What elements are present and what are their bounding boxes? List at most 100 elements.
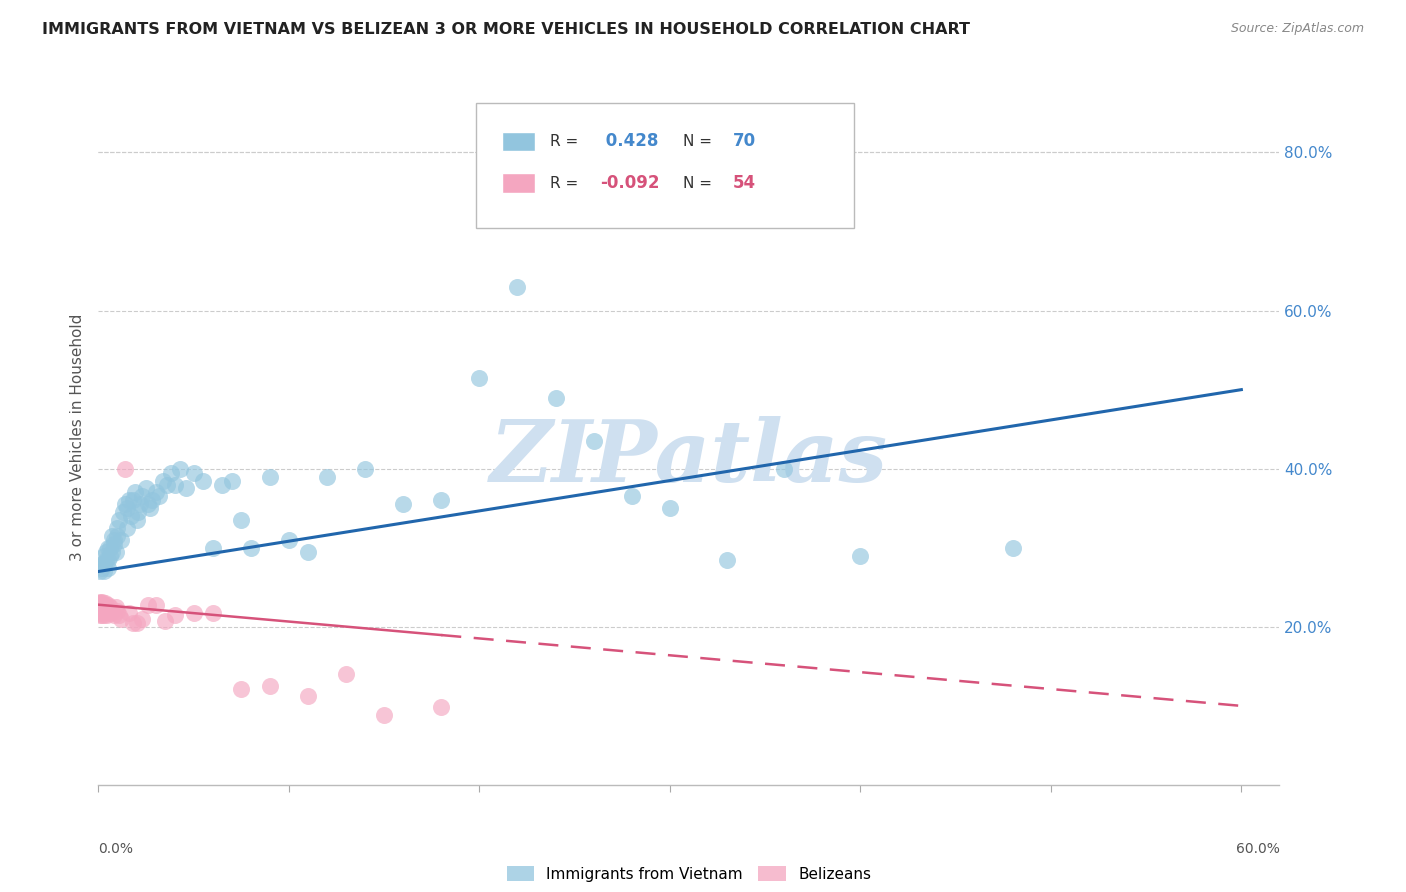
Point	[114, 497, 136, 511]
Point	[89, 594, 111, 608]
Point	[100, 529, 122, 543]
Point	[110, 533, 132, 547]
Point	[506, 280, 529, 294]
Point	[93, 607, 115, 622]
Text: ZIPatlas: ZIPatlas	[489, 417, 889, 500]
Point	[163, 477, 186, 491]
Point	[93, 557, 115, 571]
Point	[231, 681, 253, 696]
Point	[120, 509, 142, 524]
Point	[115, 501, 138, 516]
Point	[124, 485, 146, 500]
Point	[97, 602, 120, 616]
Point	[118, 606, 141, 620]
Point	[89, 602, 111, 616]
Point	[97, 598, 120, 612]
Point	[148, 489, 170, 503]
Point	[89, 606, 111, 620]
Point	[145, 485, 167, 500]
Point	[91, 598, 114, 612]
Point	[544, 391, 567, 405]
Point	[131, 489, 153, 503]
Point	[115, 521, 138, 535]
Point	[94, 552, 117, 566]
Point	[114, 461, 136, 475]
Text: IMMIGRANTS FROM VIETNAM VS BELIZEAN 3 OR MORE VEHICLES IN HOUSEHOLD CORRELATION : IMMIGRANTS FROM VIETNAM VS BELIZEAN 3 OR…	[42, 22, 970, 37]
Point	[277, 533, 299, 547]
Point	[91, 560, 114, 574]
Point	[658, 501, 681, 516]
Point	[89, 598, 111, 612]
Text: R =: R =	[550, 134, 582, 149]
FancyBboxPatch shape	[502, 132, 536, 151]
Legend: Immigrants from Vietnam, Belizeans: Immigrants from Vietnam, Belizeans	[506, 866, 872, 881]
Text: 54: 54	[733, 174, 756, 192]
Point	[183, 606, 205, 620]
Point	[90, 607, 112, 622]
Point	[90, 598, 112, 612]
Point	[91, 600, 114, 615]
Point	[152, 474, 174, 488]
Point	[94, 545, 117, 559]
Point	[90, 600, 112, 615]
Point	[163, 607, 186, 622]
Point	[156, 477, 179, 491]
Point	[335, 667, 357, 681]
Point	[773, 461, 796, 475]
Text: N =: N =	[683, 176, 717, 191]
Point	[136, 598, 159, 612]
Point	[98, 606, 121, 620]
Point	[103, 533, 125, 547]
Point	[297, 690, 319, 704]
Point	[354, 461, 377, 475]
Point	[135, 482, 157, 496]
Text: 0.0%: 0.0%	[98, 842, 134, 856]
Point	[139, 501, 162, 516]
FancyBboxPatch shape	[477, 103, 855, 228]
Point	[127, 505, 149, 519]
Point	[716, 552, 738, 566]
Point	[110, 612, 132, 626]
Point	[90, 596, 112, 610]
Point	[201, 606, 224, 620]
Point	[91, 600, 114, 615]
Point	[136, 497, 159, 511]
Point	[183, 466, 205, 480]
Point	[93, 600, 115, 615]
Point	[145, 598, 167, 612]
Point	[94, 600, 117, 615]
Point	[104, 600, 127, 615]
Point	[90, 604, 112, 618]
Point	[316, 469, 339, 483]
Y-axis label: 3 or more Vehicles in Household: 3 or more Vehicles in Household	[69, 313, 84, 561]
Text: R =: R =	[550, 176, 582, 191]
Point	[201, 541, 224, 555]
Point	[108, 513, 131, 527]
Point	[89, 598, 111, 612]
Point	[89, 607, 111, 622]
Point	[100, 545, 122, 559]
Point	[96, 607, 118, 622]
Point	[112, 505, 135, 519]
Point	[131, 612, 153, 626]
Point	[392, 497, 415, 511]
Point	[129, 497, 152, 511]
Text: 70: 70	[733, 132, 756, 151]
Point	[93, 565, 115, 579]
Point	[89, 565, 111, 579]
Point	[141, 493, 163, 508]
Point	[125, 615, 148, 630]
Point	[97, 541, 120, 555]
Point	[91, 604, 114, 618]
Point	[121, 615, 143, 630]
Point	[211, 477, 233, 491]
Point	[107, 604, 129, 618]
Point	[221, 474, 243, 488]
Point	[97, 560, 120, 574]
Point	[103, 537, 125, 551]
Point	[98, 549, 121, 563]
Point	[91, 557, 114, 571]
Point	[94, 596, 117, 610]
Point	[125, 513, 148, 527]
Point	[104, 545, 127, 559]
